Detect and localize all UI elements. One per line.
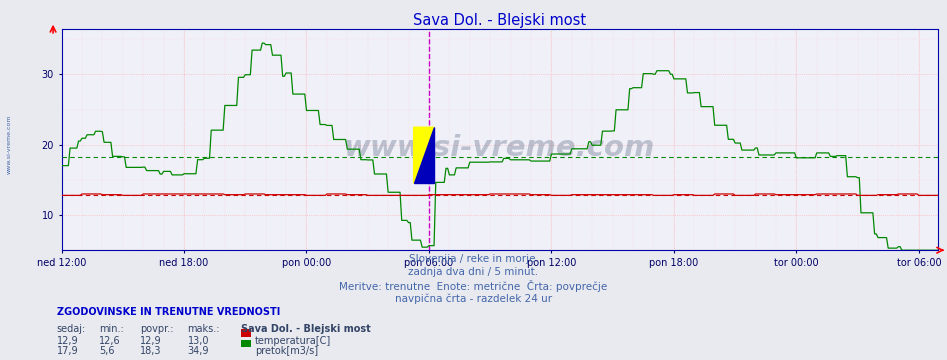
Text: Meritve: trenutne  Enote: metrične  Črta: povprečje: Meritve: trenutne Enote: metrične Črta: … — [339, 280, 608, 292]
Text: navpična črta - razdelek 24 ur: navpična črta - razdelek 24 ur — [395, 294, 552, 304]
Polygon shape — [414, 127, 434, 184]
Text: Sava Dol. - Blejski most: Sava Dol. - Blejski most — [241, 324, 371, 334]
Text: 34,9: 34,9 — [188, 346, 209, 356]
Text: sedaj:: sedaj: — [57, 324, 86, 334]
Text: min.:: min.: — [99, 324, 124, 334]
Text: 17,9: 17,9 — [57, 346, 79, 356]
Text: www.si-vreme.com: www.si-vreme.com — [7, 114, 12, 174]
Text: www.si-vreme.com: www.si-vreme.com — [344, 134, 655, 162]
Text: Slovenija / reke in morje.: Slovenija / reke in morje. — [408, 254, 539, 264]
Text: 5,6: 5,6 — [99, 346, 115, 356]
Title: Sava Dol. - Blejski most: Sava Dol. - Blejski most — [413, 13, 586, 28]
Text: zadnja dva dni / 5 minut.: zadnja dva dni / 5 minut. — [408, 267, 539, 277]
Text: maks.:: maks.: — [188, 324, 220, 334]
Text: 13,0: 13,0 — [188, 336, 209, 346]
Text: 18,3: 18,3 — [140, 346, 162, 356]
Text: 12,9: 12,9 — [140, 336, 162, 346]
Text: ZGODOVINSKE IN TRENUTNE VREDNOSTI: ZGODOVINSKE IN TRENUTNE VREDNOSTI — [57, 307, 280, 317]
Text: temperatura[C]: temperatura[C] — [255, 336, 331, 346]
Polygon shape — [414, 127, 434, 184]
Text: povpr.:: povpr.: — [140, 324, 173, 334]
Text: 12,6: 12,6 — [99, 336, 121, 346]
Text: pretok[m3/s]: pretok[m3/s] — [255, 346, 318, 356]
Text: 12,9: 12,9 — [57, 336, 79, 346]
